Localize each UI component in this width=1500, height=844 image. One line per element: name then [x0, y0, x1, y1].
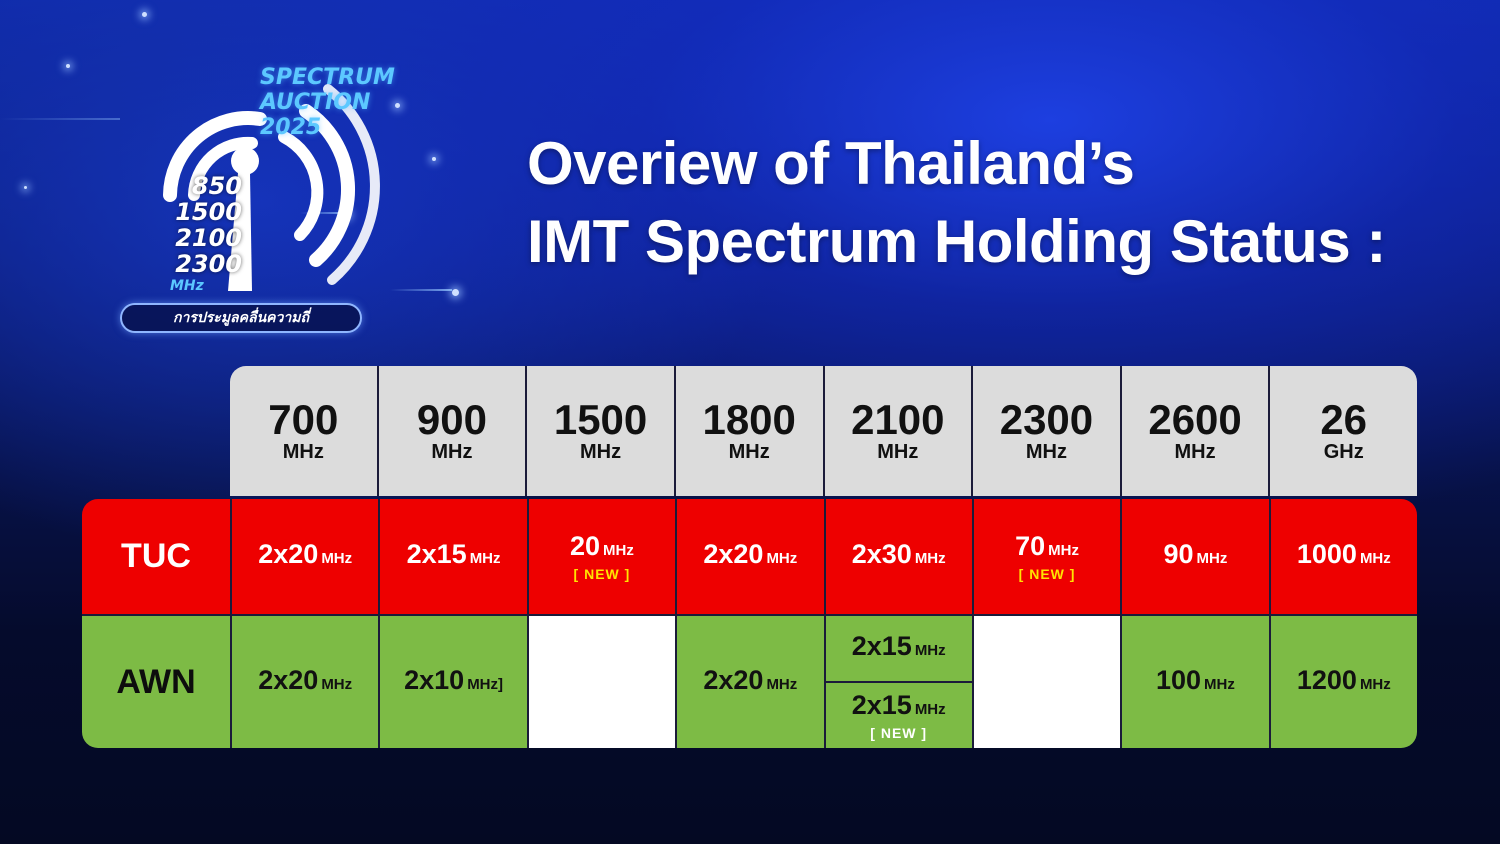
- sparkle: [142, 12, 147, 17]
- light-streak: [390, 289, 452, 291]
- holding-amount: 90 MHz: [1163, 539, 1228, 569]
- band-value: 2300: [999, 396, 1094, 443]
- sparkle: [24, 186, 27, 189]
- sparkle: [432, 157, 436, 161]
- band-value: 2100: [851, 396, 945, 443]
- holding-amount: 1000 MHz: [1296, 539, 1391, 569]
- band-header: 26 GHz: [1270, 366, 1417, 496]
- holding-cell: 2x20 MHz: [232, 499, 381, 614]
- band-header: 1800 MHz: [676, 366, 825, 496]
- light-streak: [300, 212, 350, 214]
- band-value: 26: [1320, 396, 1368, 443]
- holding-amount: 2x15 MHz: [851, 631, 946, 661]
- holding-amount: 2x15 MHz: [851, 690, 946, 720]
- band-header: 2100 MHz: [825, 366, 974, 496]
- band-header: 700 MHz: [230, 366, 379, 496]
- row-divider: [82, 614, 1417, 616]
- band-unit: MHz: [728, 441, 770, 463]
- band-header: 900 MHz: [379, 366, 528, 496]
- holding-cell: 2x20 MHz: [677, 499, 826, 614]
- spectrum-table: 700 MHz 900 MHz 1500 MHz 1800 MHz 2100 MHz 23…: [82, 366, 1417, 748]
- tuc-row: TUC 2x20 MHz 2x15 MHz 20 MHz [ NEW ] 2x20 MHz…: [82, 499, 1417, 614]
- band-unit: MHz: [1174, 441, 1216, 463]
- holding-cell: 100 MHz: [1122, 616, 1271, 748]
- band-value: 1800: [702, 396, 796, 443]
- sparkle: [66, 64, 70, 68]
- holding-amount: 2x10 MHz]: [404, 664, 504, 695]
- split-holding-cell: 2x15 MHz 2x15 MHz [ NEW ]: [825, 616, 974, 748]
- spectrum-auction-logo: SPECTRUM AUCTION 2025 850 1500 2100 2300…: [110, 55, 430, 345]
- band-header: 2600 MHz: [1122, 366, 1271, 496]
- holding-cell: 2x10 MHz]: [380, 616, 529, 748]
- holding-amount: 2x20 MHz: [258, 539, 353, 569]
- title-line-1: Overiew of Thailand’s: [527, 130, 1135, 197]
- holding-amount: 2x20 MHz: [258, 664, 353, 695]
- new-tag: [ NEW ]: [870, 725, 928, 741]
- logo-title: SPECTRUM AUCTION 2025: [260, 65, 395, 140]
- holding-cell: 2x20 MHz: [232, 616, 381, 748]
- logo-frequencies: 850 1500 2100 2300: [175, 172, 242, 278]
- band-unit: MHz: [431, 441, 473, 463]
- awn-row: AWN 2x20 MHz 2x10 MHz] 2x20 MHz 2x15 MHz 2x1…: [82, 616, 1417, 748]
- holding-amount: 2x20 MHz: [703, 539, 798, 569]
- holding-amount: 100 MHz: [1155, 664, 1235, 695]
- page-title: Overiew of Thailand’s IMT Spectrum Holdi…: [527, 125, 1386, 281]
- title-line-2: IMT Spectrum Holding Status :: [527, 208, 1386, 275]
- empty-cell: [528, 616, 678, 748]
- holding-amount: 70 MHz: [1015, 531, 1079, 561]
- band-unit: MHz: [282, 441, 324, 463]
- holding-cell: 20 MHz [ NEW ]: [529, 499, 678, 614]
- holding-amount: 1200 MHz: [1296, 664, 1391, 695]
- holding-cell: 2x15 MHz: [380, 499, 529, 614]
- holding-amount: 2x30 MHz: [851, 539, 946, 569]
- operator-label-tuc: TUC: [82, 499, 232, 614]
- signal-antenna-icon: [163, 84, 380, 291]
- holding-cell-bottom: 2x15 MHz [ NEW ]: [825, 681, 972, 748]
- holding-cell: 2x20 MHz: [677, 616, 826, 748]
- holding-cell: 1200 MHz: [1271, 616, 1417, 748]
- band-unit: GHz: [1323, 441, 1364, 463]
- band-unit: MHz: [1025, 441, 1067, 463]
- new-tag: [ NEW ]: [573, 566, 631, 582]
- logo-freq-unit: MHz: [170, 278, 204, 294]
- light-streak: [0, 118, 120, 120]
- band-unit: MHz: [580, 441, 622, 463]
- holding-cell-top: 2x15 MHz: [826, 616, 972, 681]
- sparkle: [395, 103, 400, 108]
- holding-cell: 2x30 MHz: [826, 499, 974, 614]
- band-value: 2600: [1148, 396, 1242, 443]
- band-header-row: 700 MHz 900 MHz 1500 MHz 1800 MHz 2100 MHz 23…: [230, 366, 1417, 496]
- holding-amount: 20 MHz: [570, 531, 634, 561]
- holding-amount: 2x20 MHz: [703, 664, 798, 695]
- band-value: 700: [268, 396, 339, 443]
- holding-amount: 2x15 MHz: [406, 539, 501, 569]
- holding-cell: 90 MHz: [1122, 499, 1271, 614]
- band-header: 1500 MHz: [527, 366, 676, 496]
- band-header: 2300 MHz: [973, 366, 1122, 496]
- holding-cell: 70 MHz [ NEW ]: [974, 499, 1123, 614]
- band-unit: MHz: [877, 441, 919, 463]
- new-tag: [ NEW ]: [1018, 566, 1076, 582]
- logo-subtitle: การประมูลคลื่นความถี่: [120, 303, 362, 333]
- empty-cell: [973, 616, 1123, 748]
- operator-label-awn: AWN: [82, 616, 232, 748]
- holding-cell: 1000 MHz: [1271, 499, 1417, 614]
- band-value: 1500: [553, 396, 648, 443]
- band-value: 900: [416, 396, 487, 443]
- sparkle: [452, 289, 459, 296]
